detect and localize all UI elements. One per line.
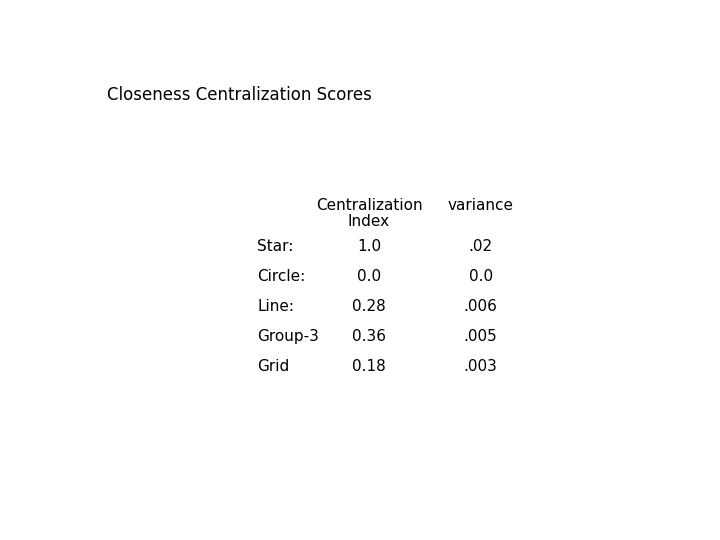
Text: Closeness Centralization Scores: Closeness Centralization Scores [107, 85, 372, 104]
Text: 0.18: 0.18 [352, 359, 386, 374]
Text: 0.0: 0.0 [357, 269, 381, 285]
Text: Circle:: Circle: [258, 269, 306, 285]
Text: Star:: Star: [258, 239, 294, 254]
Text: 0.36: 0.36 [352, 329, 386, 344]
Text: .003: .003 [464, 359, 498, 374]
Text: Centralization: Centralization [315, 198, 423, 213]
Text: Grid: Grid [258, 359, 289, 374]
Text: 0.0: 0.0 [469, 269, 492, 285]
Text: .006: .006 [464, 299, 498, 314]
Text: 0.28: 0.28 [352, 299, 386, 314]
Text: Group-3: Group-3 [258, 329, 319, 344]
Text: Line:: Line: [258, 299, 294, 314]
Text: .02: .02 [469, 239, 492, 254]
Text: 1.0: 1.0 [357, 239, 381, 254]
Text: variance: variance [448, 198, 513, 213]
Text: .005: .005 [464, 329, 498, 344]
Text: Index: Index [348, 214, 390, 230]
